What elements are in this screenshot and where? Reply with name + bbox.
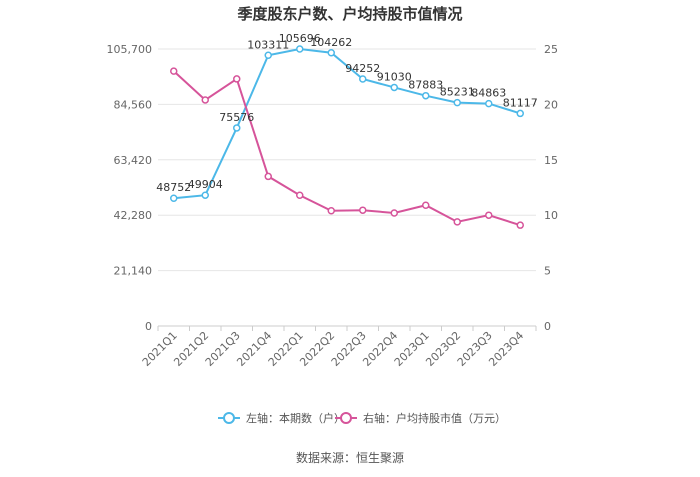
right-axis-tick-label: 20 (544, 98, 558, 111)
series-point-left (453, 98, 461, 107)
data-label: 75576 (219, 111, 254, 124)
right-axis-tick-label: 10 (544, 209, 558, 222)
left-axis-tick-label: 0 (145, 320, 152, 333)
left-axis-tick-label: 42,280 (114, 209, 153, 222)
source-text: 数据来源：恒生聚源 (296, 450, 404, 465)
x-axis-tick-label: 2023Q4 (486, 329, 526, 369)
right-axis-tick-label: 25 (544, 43, 558, 56)
series-point-right (453, 218, 461, 226)
series-point-right (233, 75, 241, 83)
series-point-right (170, 67, 178, 75)
series-point-right (422, 201, 430, 209)
series-point-right (264, 172, 272, 181)
series-point-right (390, 209, 398, 217)
data-label: 103311 (247, 38, 289, 51)
left-axis-tick-label: 63,420 (114, 154, 153, 167)
data-label: 94252 (345, 62, 380, 75)
series-point-right (516, 221, 524, 229)
left-axis-tick-label: 21,140 (114, 265, 153, 278)
data-label: 85231 (440, 86, 475, 99)
left-axis-tick-label: 84,560 (114, 98, 153, 111)
series-point-left (359, 75, 367, 83)
legend-left-label: 左轴：本期数（户） (246, 411, 345, 425)
data-label: 81117 (503, 96, 538, 109)
series-point-right (359, 206, 367, 214)
series-line-left (173, 47, 521, 200)
legend-right-marker (340, 412, 352, 424)
series-line-right (173, 70, 521, 227)
data-label: 104262 (310, 36, 352, 49)
series-point-left (170, 194, 178, 202)
chart-title: 季度股东户数、户均持股市值情况 (237, 5, 462, 23)
data-label: 48752 (156, 181, 191, 194)
left-axis-tick-label: 105,700 (107, 43, 153, 56)
series-point-left (327, 49, 335, 57)
series-point-left (516, 109, 524, 118)
data-label: 49904 (188, 178, 223, 191)
series-point-right (201, 96, 209, 104)
series-point-left (390, 83, 398, 92)
legend-item-left[interactable]: 左轴：本期数（户） (218, 411, 345, 425)
data-label: 87883 (408, 79, 443, 92)
right-axis-tick-label: 5 (544, 265, 551, 278)
series-point-right (485, 211, 493, 219)
right-axis-tick-label: 15 (544, 154, 558, 167)
right-axis-tick-label: 0 (544, 320, 551, 333)
data-label: 84863 (471, 87, 506, 100)
series-point-left (201, 191, 209, 199)
legend: 左轴：本期数（户） 右轴：户均持股市值（万元） (218, 411, 506, 425)
series-layer (170, 45, 524, 229)
series-point-left (296, 45, 304, 53)
legend-left-marker (223, 412, 235, 424)
series-point-left (264, 51, 272, 60)
series-point-left (422, 91, 430, 100)
series-point-left (485, 99, 493, 108)
legend-item-right[interactable]: 右轴：户均持股市值（万元） (335, 411, 506, 425)
legend-right-label: 右轴：户均持股市值（万元） (363, 411, 506, 425)
series-point-right (296, 191, 304, 200)
data-label: 105696 (279, 32, 321, 45)
data-label: 91030 (377, 70, 412, 83)
series-point-right (327, 207, 335, 215)
series-point-left (233, 124, 241, 132)
